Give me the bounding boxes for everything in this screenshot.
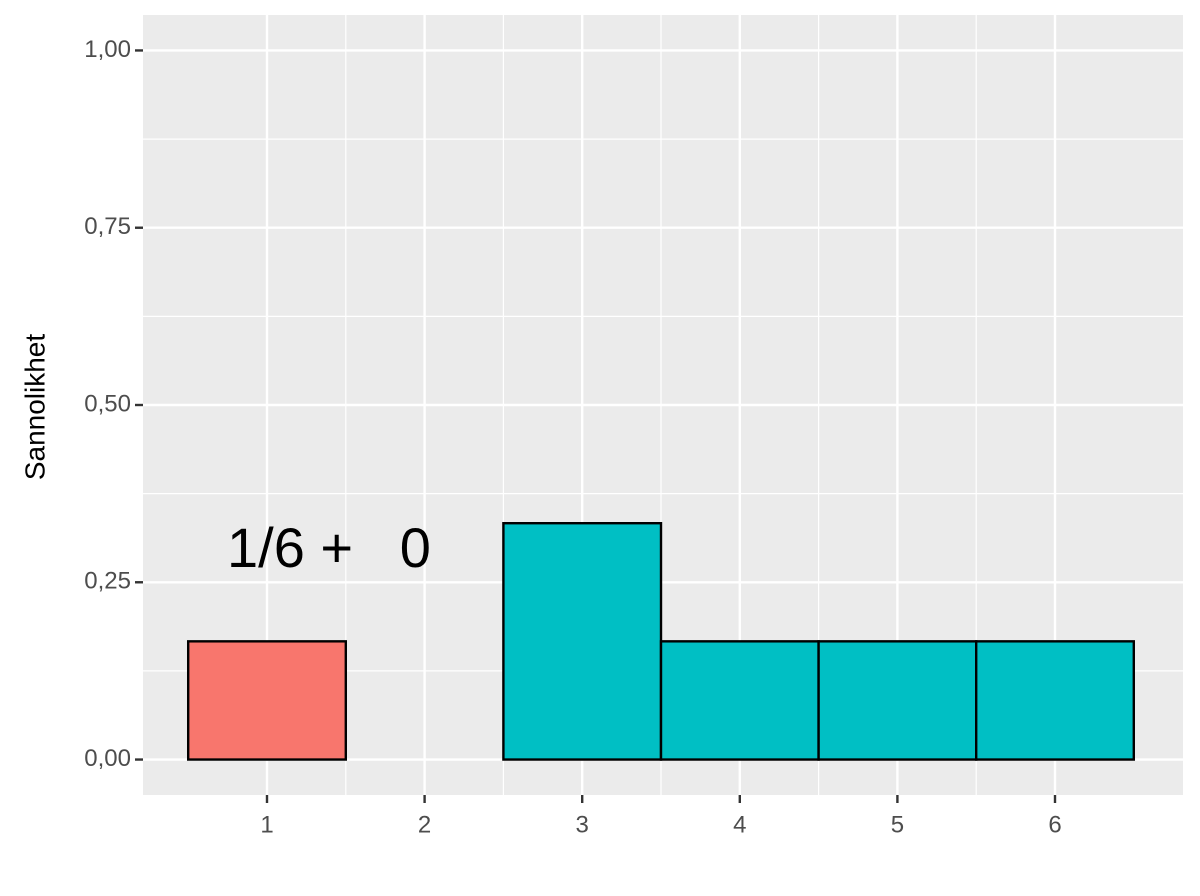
bar	[817, 640, 978, 761]
y-tick-label: 0,50	[84, 390, 131, 417]
x-tick-label: 4	[733, 811, 746, 838]
y-axis-title: Sannolikhet	[19, 334, 50, 481]
bar	[975, 640, 1136, 761]
x-tick-label: 2	[418, 811, 431, 838]
x-tick-label: 6	[1048, 811, 1061, 838]
bar	[186, 640, 348, 761]
y-tick-label: 0,00	[84, 745, 131, 772]
annotation: 1/6 + 0	[227, 516, 431, 579]
y-tick-label: 1,00	[84, 36, 131, 63]
x-tick-label: 3	[576, 811, 589, 838]
bar	[502, 522, 663, 761]
y-tick-label: 0,25	[84, 568, 131, 595]
bar	[659, 640, 820, 761]
y-tick-label: 0,75	[84, 213, 131, 240]
x-tick-label: 1	[260, 811, 273, 838]
x-tick-label: 5	[891, 811, 904, 838]
